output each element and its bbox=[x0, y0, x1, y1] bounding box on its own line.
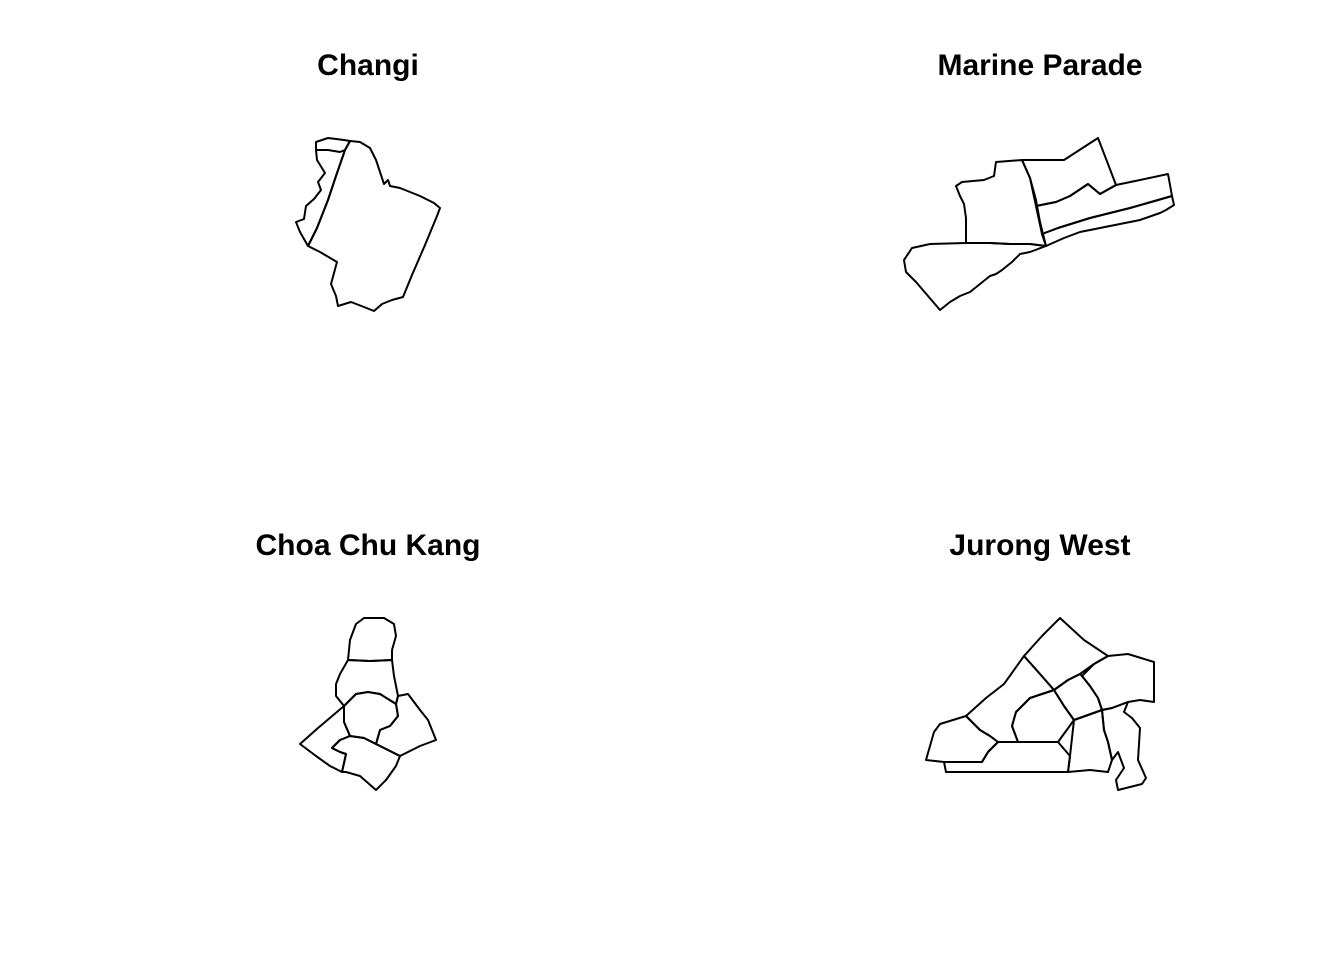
planning-area-map-marine-parade bbox=[903, 137, 1175, 311]
planning-area-map-choa-chu-kang bbox=[299, 617, 437, 791]
subzone-boundary bbox=[375, 693, 437, 757]
subzone-boundary bbox=[331, 735, 401, 791]
map-panel-marine-parade: Marine Parade bbox=[704, 0, 1344, 480]
subzone-boundary bbox=[1081, 653, 1155, 711]
subzone-boundary bbox=[1067, 709, 1113, 773]
subzone-boundary bbox=[307, 140, 441, 312]
subzone-boundary bbox=[347, 617, 397, 662]
subzone-boundary bbox=[955, 159, 1047, 247]
panel-title: Jurong West bbox=[949, 529, 1131, 562]
map-panel-jurong-west: Jurong West bbox=[704, 480, 1344, 960]
map-panel-choa-chu-kang: Choa Chu Kang bbox=[32, 480, 704, 960]
planning-area-map-jurong-west bbox=[925, 617, 1155, 791]
panel-title: Choa Chu Kang bbox=[255, 529, 481, 562]
panel-title: Changi bbox=[317, 49, 419, 82]
subzone-boundary bbox=[1035, 173, 1173, 235]
subzone-boundary bbox=[295, 137, 351, 247]
panel-title: Marine Parade bbox=[937, 49, 1143, 82]
subzone-boundary bbox=[903, 242, 1047, 311]
subzone-boundary bbox=[315, 149, 346, 153]
subzone-boundary bbox=[1101, 701, 1147, 791]
planning-area-map-changi bbox=[295, 137, 441, 312]
subzone-boundary bbox=[943, 741, 1071, 773]
subzone-boundary bbox=[1011, 689, 1075, 743]
map-panel-changi: Changi bbox=[32, 0, 704, 480]
subzone-boundary bbox=[1023, 617, 1109, 691]
subzone-boundary bbox=[1041, 195, 1175, 247]
